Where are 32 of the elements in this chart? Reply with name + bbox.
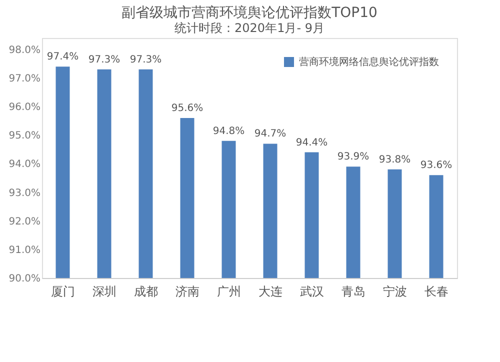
x-tick-label: 大连 [258,284,282,298]
legend-label: 营商环境网络信息舆论优评指数 [299,56,439,68]
y-tick-label: 92.0% [8,216,40,228]
text: 93.9% [337,152,370,163]
text: 97.3% [130,54,162,66]
x-tick-label: 武汉 [300,284,324,298]
y-tick-label: 97.0% [8,74,40,84]
chart-subtitle: 统计时段：2020年1月- 9月 [174,21,324,35]
text: 93.6% [420,160,452,172]
chart-title: 副省级城市营商环境舆论优评指数TOP10 [122,5,378,21]
x-tick-label: 青岛 [341,284,366,298]
x-tick-label: 长春 [424,284,448,298]
text: 94.4% [296,137,328,148]
y-tick-label: 96.0% [8,102,40,114]
x-tick-label: 成都 [134,284,158,298]
x-tick-label: 宁波 [382,284,407,298]
text: 97.4% [46,52,79,63]
y-tick-label: 90.0% [8,274,40,284]
y-tick-label: 94.0% [8,159,40,170]
text: 95.6% [171,103,204,114]
x-tick-label: 厦门 [50,284,75,298]
y-tick-label: 95.0% [8,130,40,142]
x-tick-label: 深圳 [92,284,116,298]
text: 97.3% [88,54,120,66]
text: 94.7% [254,128,286,140]
x-tick-label: 广州 [216,284,241,298]
text: 94.8% [212,126,245,137]
y-tick-label: 98.0% [8,44,40,56]
y-tick-label: 93.0% [8,188,40,199]
text: 93.8% [378,154,411,166]
y-tick-label: 91.0% [8,244,40,256]
x-tick-label: 济南 [175,284,200,298]
